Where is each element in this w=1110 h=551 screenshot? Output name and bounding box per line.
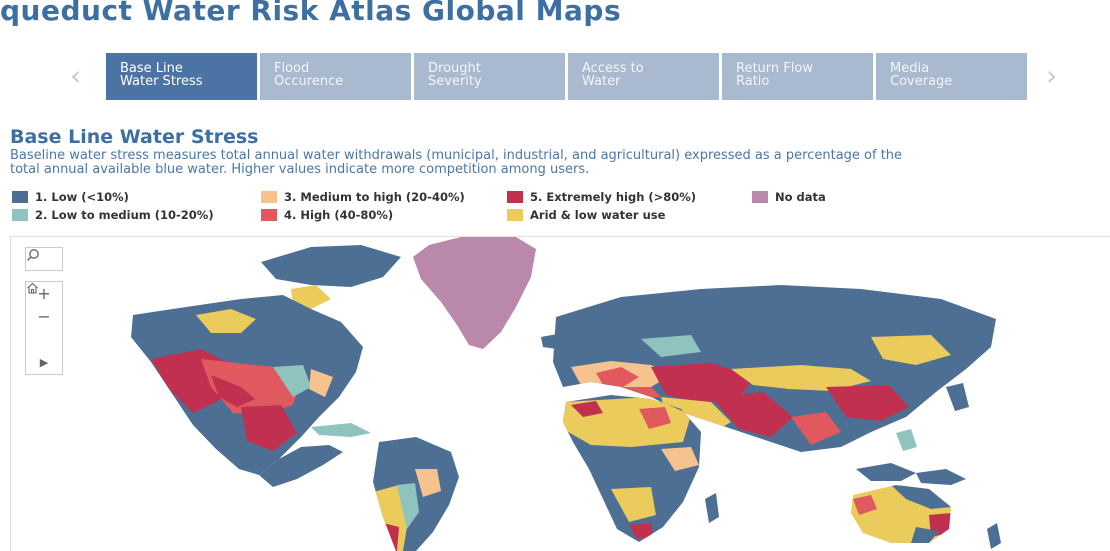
tabs-prev-arrow[interactable]: ‹ — [70, 59, 82, 92]
legend-swatch — [507, 191, 523, 203]
legend-label: 2. Low to medium (10-20%) — [35, 208, 214, 222]
legend-item-high[interactable]: 4. High (40-80%) — [261, 208, 393, 222]
legend-swatch — [261, 209, 277, 221]
legend-swatch — [752, 191, 768, 203]
tab-flood-occurence[interactable]: Flood Occurence — [260, 53, 411, 100]
arctic-islands-region[interactable] — [261, 245, 401, 287]
legend-swatch — [12, 191, 28, 203]
world-map-canvas — [131, 237, 1001, 551]
legend-item-extremely-high[interactable]: 5. Extremely high (>80%) — [507, 190, 696, 204]
map-zoom-controls: + − ▶ — [25, 281, 63, 375]
legend-swatch — [261, 191, 277, 203]
legend-item-low-to-medium[interactable]: 2. Low to medium (10-20%) — [12, 208, 214, 222]
tabs-next-arrow[interactable]: › — [1046, 59, 1058, 92]
legend-item-low[interactable]: 1. Low (<10%) — [12, 190, 129, 204]
legend-label: 4. High (40-80%) — [284, 208, 394, 222]
legend-label: No data — [775, 190, 826, 204]
legend-label: 3. Medium to high (20-40%) — [284, 190, 465, 204]
tab-access-to-water[interactable]: Access to Water — [568, 53, 719, 100]
africa-stress-overlay — [563, 397, 699, 539]
legend-item-no-data[interactable]: No data — [752, 190, 826, 204]
legend-swatch — [12, 209, 28, 221]
legend-label: 1. Low (<10%) — [35, 190, 129, 204]
world-map[interactable]: + − ▶ — [10, 236, 1110, 551]
tab-drought-severity[interactable]: Drought Severity — [414, 53, 565, 100]
legend-label: Arid & low water use — [530, 208, 666, 222]
madagascar-region[interactable] — [705, 493, 719, 523]
greenland-region[interactable] — [413, 237, 536, 349]
zoom-in-button[interactable]: + — [37, 284, 51, 303]
tab-bar: Base Line Water Stress Flood Occurence D… — [106, 53, 1027, 100]
australia-stress-overlay — [853, 485, 951, 543]
tab-base-line-water-stress[interactable]: Base Line Water Stress — [106, 53, 257, 100]
caribbean-region[interactable] — [311, 423, 371, 437]
legend-swatch — [507, 209, 523, 221]
southeast-asia-islands-region[interactable] — [856, 463, 916, 481]
new-zealand-region[interactable] — [987, 523, 1001, 549]
legend-label: 5. Extremely high (>80%) — [530, 190, 697, 204]
legend-item-arid[interactable]: Arid & low water use — [507, 208, 665, 222]
southeast-asia-islands-region[interactable] — [916, 469, 966, 485]
tab-media-coverage[interactable]: Media Coverage — [876, 53, 1027, 100]
central-america-region[interactable] — [259, 445, 343, 487]
japan-region[interactable] — [946, 383, 969, 411]
arctic-islands-region[interactable] — [291, 285, 331, 309]
north-america-stress-overlay — [151, 309, 333, 451]
map-search-button[interactable] — [25, 247, 63, 271]
reset-view-button[interactable] — [26, 282, 62, 351]
legend-item-medium-to-high[interactable]: 3. Medium to high (20-40%) — [261, 190, 465, 204]
zoom-out-button[interactable]: − — [37, 307, 51, 326]
tab-return-flow-ratio[interactable]: Return Flow Ratio — [722, 53, 873, 100]
play-button[interactable]: ▶ — [39, 356, 49, 369]
page-title: queduct Water Risk Atlas Global Maps — [0, 0, 622, 27]
section-title: Base Line Water Stress — [10, 126, 259, 148]
philippines-region[interactable] — [896, 429, 917, 451]
map-legend: 1. Low (<10%) 2. Low to medium (10-20%) … — [0, 188, 1110, 224]
section-description: Baseline water stress measures total ann… — [10, 148, 903, 177]
